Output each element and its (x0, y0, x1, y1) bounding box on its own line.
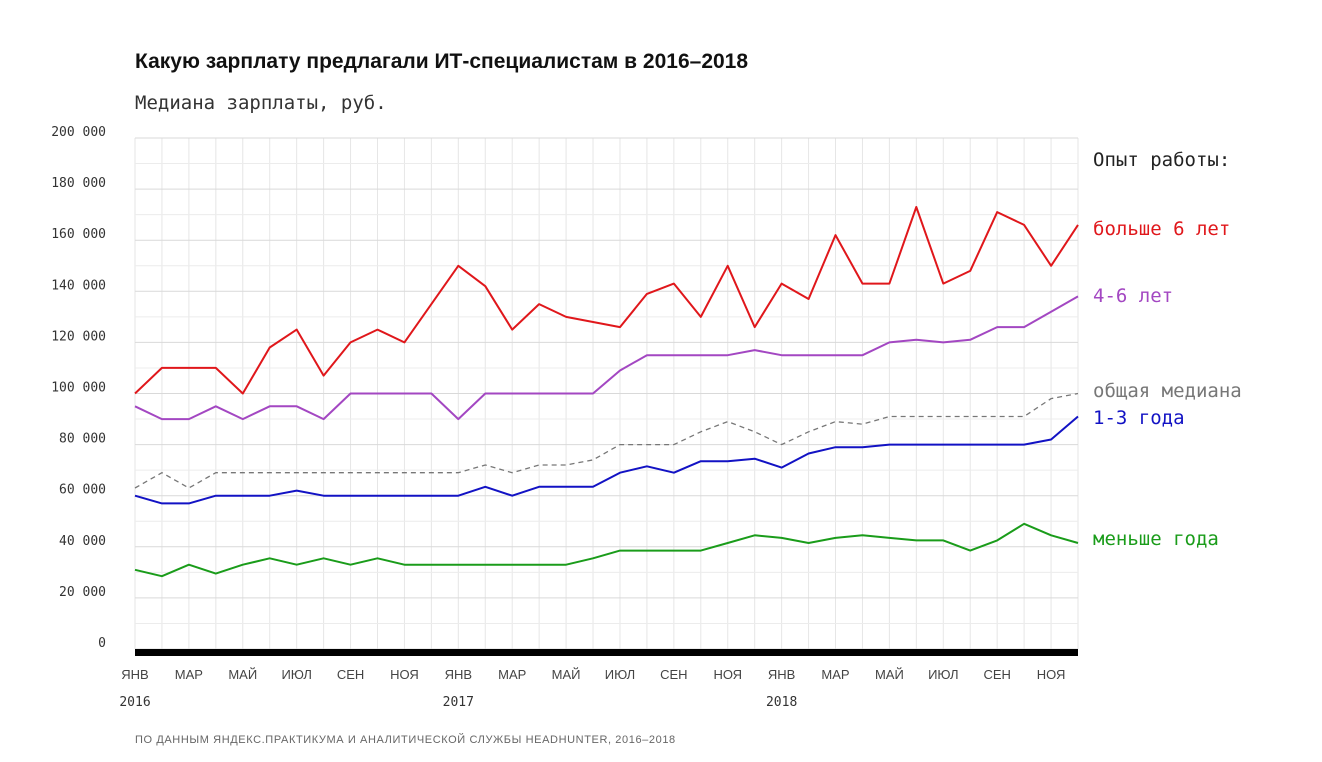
legend-label-4: меньше года (1093, 528, 1219, 550)
legend-title: Опыт работы: (1093, 149, 1230, 171)
y-tick-label: 20 000 (59, 585, 106, 600)
chart-subtitle: Медиана зарплаты, руб. (135, 92, 387, 114)
x-tick-label: МАЙ (228, 667, 257, 682)
chart-title: Какую зарплату предлагали ИТ-специалиста… (135, 50, 749, 73)
x-year-label: 2016 (119, 695, 150, 710)
series-lines (134, 206, 1079, 578)
y-tick-label: 160 000 (51, 227, 106, 242)
x-tick-label: МАР (498, 667, 526, 682)
x-tick-label: МАЙ (875, 667, 904, 682)
y-tick-label: 200 000 (51, 125, 106, 140)
source-note: ПО ДАННЫМ ЯНДЕКС.ПРАКТИКУМА И АНАЛИТИЧЕС… (135, 734, 676, 746)
x-axis-baseline (135, 649, 1078, 656)
x-tick-label: НОЯ (1037, 667, 1066, 682)
series-line-2 (134, 392, 1079, 489)
series-line-4 (134, 522, 1079, 578)
x-tick-label: МАР (821, 667, 849, 682)
y-axis: 0 20 000 40 000 60 000 80 000 100 000 120 000 1… (51, 125, 106, 651)
x-tick-label: СЕН (337, 667, 364, 682)
y-tick-label: 60 000 (59, 483, 106, 498)
series-line-3 (134, 415, 1079, 505)
x-tick-label: НОЯ (713, 667, 742, 682)
legend-label-1: 4-6 лет (1093, 285, 1173, 307)
legend-label-2: общая медиана (1093, 380, 1242, 402)
y-tick-label: 40 000 (59, 534, 106, 549)
x-axis: ЯНВ МАР МАЙ ИЮЛ СЕН НОЯ ЯНВ МАР МАЙ ИЮЛ СЕН НОЯ ЯНВ М… (119, 649, 1078, 710)
x-tick-label: ЯНВ (445, 667, 472, 682)
x-tick-label: СЕН (660, 667, 687, 682)
legend-label-0: больше 6 лет (1093, 218, 1230, 240)
legend-label-3: 1-3 года (1093, 407, 1185, 429)
x-tick-label: ИЮЛ (928, 667, 958, 682)
series-line-0 (134, 206, 1079, 395)
x-tick-label: ЯНВ (768, 667, 795, 682)
y-tick-label: 180 000 (51, 176, 106, 191)
x-tick-label: ИЮЛ (281, 667, 311, 682)
x-year-label: 2018 (766, 695, 797, 710)
x-tick-label: ИЮЛ (605, 667, 635, 682)
y-tick-label: 100 000 (51, 381, 106, 396)
x-tick-label: НОЯ (390, 667, 419, 682)
x-year-label: 2017 (443, 695, 474, 710)
x-tick-label: МАЙ (552, 667, 581, 682)
x-tick-label: СЕН (983, 667, 1010, 682)
y-tick-label: 80 000 (59, 432, 106, 447)
series-line-1 (134, 295, 1079, 421)
x-tick-label: МАР (175, 667, 203, 682)
grid (134, 137, 1079, 650)
y-tick-label: 0 (98, 636, 106, 651)
y-tick-label: 140 000 (51, 278, 106, 293)
legend: Опыт работы: больше 6 лет 4-6 лет общая мед… (1093, 149, 1242, 550)
x-tick-label: ЯНВ (121, 667, 148, 682)
y-tick-label: 120 000 (51, 329, 106, 344)
